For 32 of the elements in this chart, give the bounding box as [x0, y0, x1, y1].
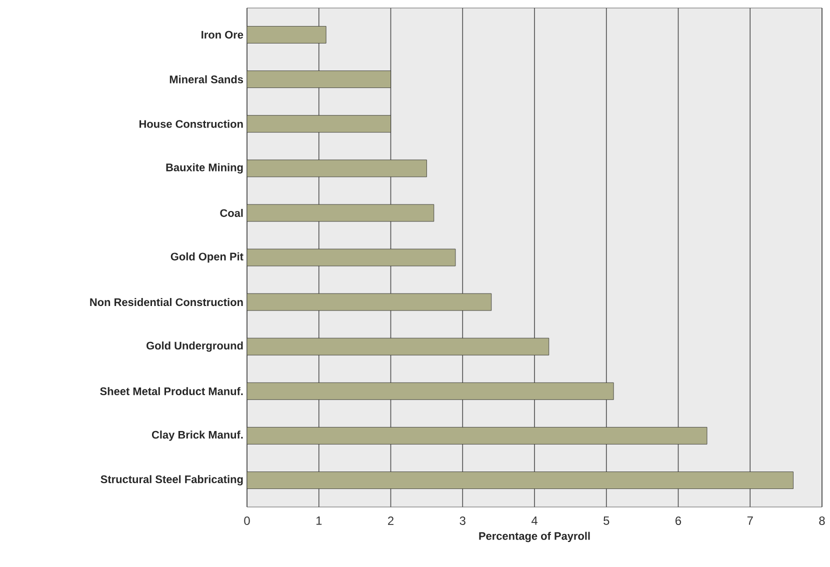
- y-tick-label: Structural Steel Fabricating: [100, 475, 243, 486]
- x-tick-label: 4: [531, 516, 538, 525]
- bar: [247, 204, 434, 222]
- y-tick-label: Gold Underground: [146, 341, 243, 352]
- y-tick-label: House Construction: [139, 120, 243, 128]
- bar: [247, 472, 794, 489]
- x-tick-label: 0: [244, 516, 250, 525]
- x-tick-label: 2: [388, 516, 394, 525]
- x-tick-label: 7: [747, 516, 753, 525]
- y-tick-label: Bauxite Mining: [166, 163, 243, 174]
- y-tick-label: Non Residential Construction: [90, 298, 243, 306]
- bar: [247, 293, 492, 311]
- bar: [247, 248, 456, 266]
- x-tick-label: 1: [316, 516, 322, 525]
- x-tick-label: 5: [604, 516, 610, 525]
- bar: [247, 160, 427, 178]
- y-tick-label: Sheet Metal Product Manuf.: [100, 387, 243, 396]
- x-axis-title: Percentage of Payroll: [479, 532, 590, 542]
- bar: [247, 70, 391, 88]
- x-tick-label: 8: [819, 516, 825, 525]
- y-tick-label: Clay Brick Manuf.: [152, 430, 243, 441]
- bar: [247, 338, 550, 356]
- y-tick-label: Gold Open Pit: [170, 252, 244, 263]
- bar: [247, 382, 614, 400]
- bar: [247, 26, 326, 44]
- y-tick-label: Mineral Sands: [170, 75, 244, 84]
- x-tick-label: 6: [676, 516, 682, 525]
- bar: [247, 427, 708, 444]
- bar: [247, 115, 391, 133]
- y-tick-label: Coal: [220, 208, 243, 217]
- x-tick-label: 3: [460, 516, 466, 525]
- y-tick-label: Iron Ore: [202, 30, 244, 39]
